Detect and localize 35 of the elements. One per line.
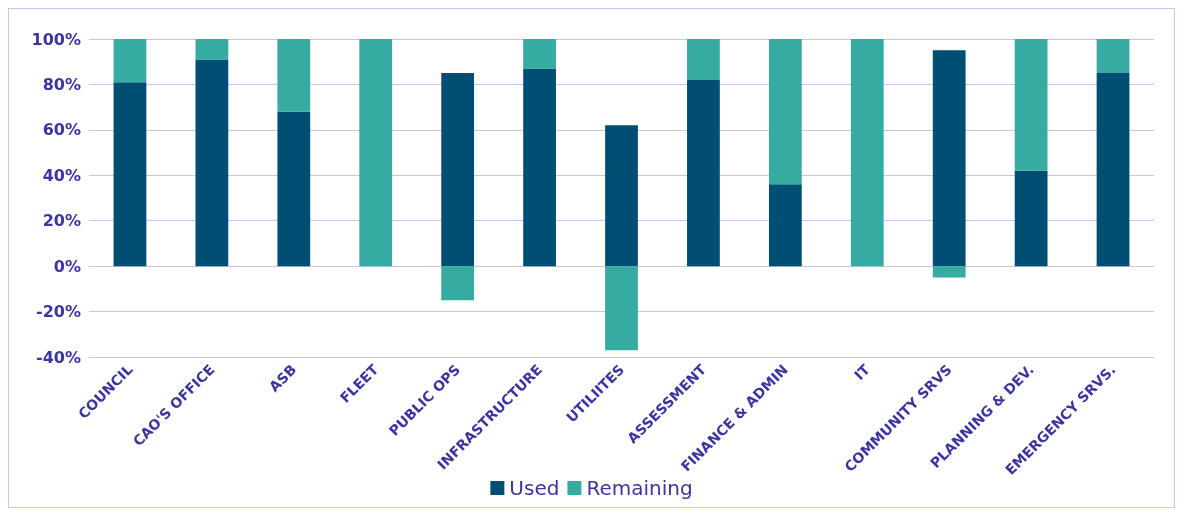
y-tick-label: -40% bbox=[36, 347, 81, 367]
bar bbox=[1014, 170, 1048, 267]
y-tick-label: -20% bbox=[36, 302, 81, 322]
bar bbox=[441, 266, 475, 301]
bar bbox=[932, 266, 966, 278]
bar bbox=[195, 59, 229, 267]
legend-label: Remaining bbox=[586, 476, 693, 500]
y-tick-label: 0% bbox=[53, 256, 81, 276]
y-tick-label: 40% bbox=[42, 165, 81, 185]
bar bbox=[850, 39, 884, 267]
bar bbox=[768, 39, 802, 185]
y-tick-label: 80% bbox=[42, 74, 81, 94]
bar bbox=[359, 39, 393, 267]
legend-label: Used bbox=[509, 476, 560, 500]
bar bbox=[523, 68, 556, 267]
bar bbox=[277, 39, 311, 112]
bar bbox=[687, 39, 720, 80]
x-tick-label: IT bbox=[851, 361, 874, 384]
y-tick-label: 20% bbox=[42, 211, 81, 231]
bar bbox=[1096, 73, 1130, 267]
bar bbox=[441, 73, 475, 267]
bar bbox=[687, 79, 720, 267]
bar bbox=[1014, 39, 1048, 171]
bar bbox=[523, 39, 556, 69]
bar bbox=[113, 39, 147, 83]
bar bbox=[195, 39, 229, 60]
bar bbox=[605, 266, 638, 351]
bar bbox=[605, 125, 638, 267]
bar bbox=[1096, 39, 1130, 74]
bar bbox=[932, 50, 966, 267]
bar bbox=[277, 111, 311, 267]
y-tick-label: 100% bbox=[31, 29, 81, 49]
y-tick-label: 60% bbox=[42, 120, 81, 140]
bar bbox=[768, 184, 802, 267]
bar bbox=[113, 82, 147, 267]
